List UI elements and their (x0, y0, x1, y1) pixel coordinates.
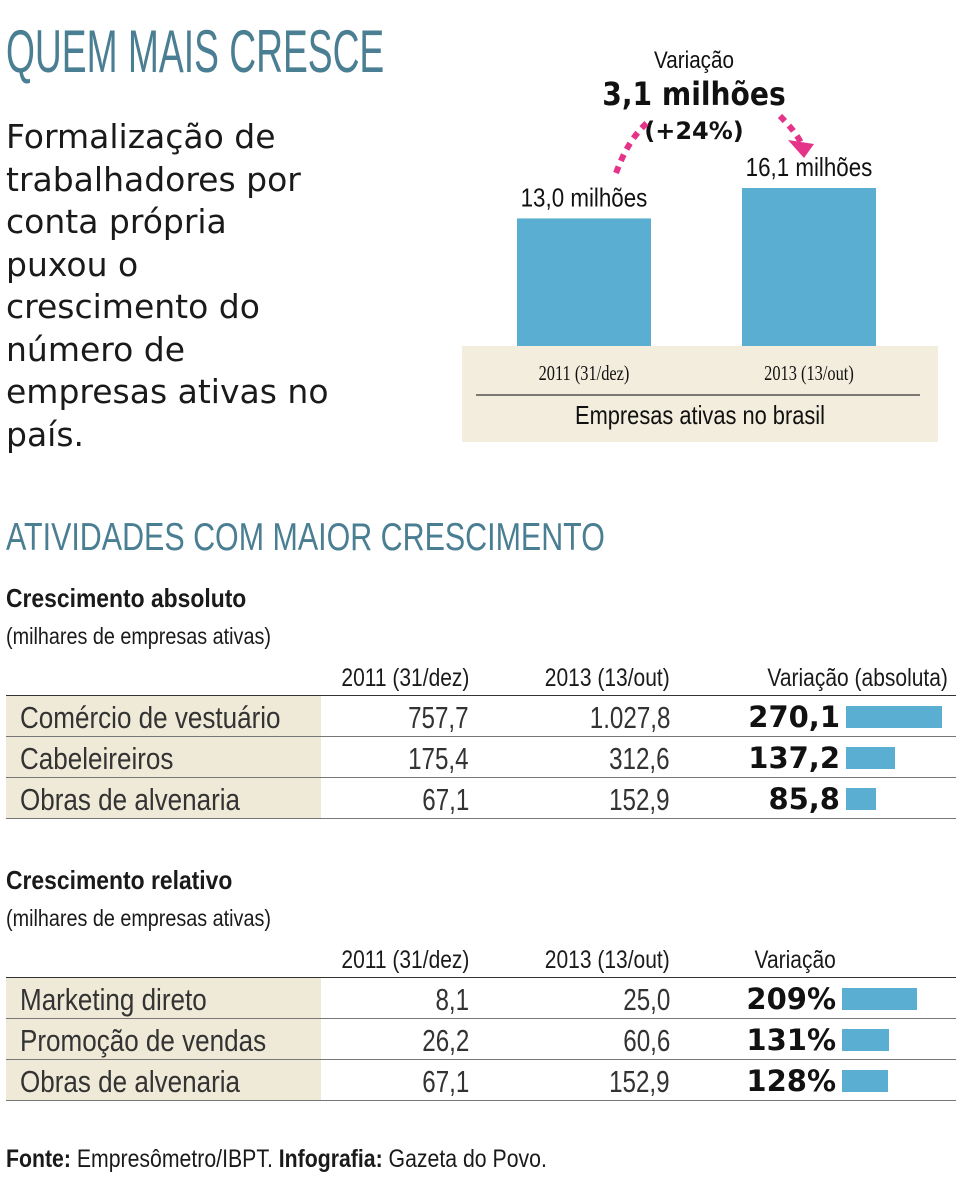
relative-table-row: Obras de alvenaria 67,1 152,9 128% (6, 1060, 956, 1101)
relative-row-label: Obras de alvenaria (20, 1064, 241, 1099)
credit-label: Infografia: (278, 1145, 383, 1173)
chart-axis-label: Empresas ativas no brasil (575, 401, 825, 430)
variation-label: Variação (654, 47, 734, 74)
relative-row-label-background (6, 1019, 321, 1059)
source-line: Fonte: Empresômetro/IBPT. Infografia: Ga… (6, 1145, 547, 1174)
absolute-column-header-1: 2011 (31/dez) (340, 664, 469, 692)
relative-value-2013: 152,9 (609, 1064, 670, 1099)
relative-value-2011: 8,1 (435, 982, 469, 1017)
relative-variation-value: 131% (746, 1023, 836, 1057)
absolute-table-row: Obras de alvenaria 67,1 152,9 85,8 (6, 778, 956, 819)
absolute-row-label: Cabeleireiros (20, 741, 174, 776)
absolute-value-2013: 152,9 (609, 782, 670, 817)
chart-base-panel (462, 346, 938, 442)
absolute-variation-bar (846, 706, 942, 728)
absolute-value-2013: 1.027,8 (589, 700, 670, 735)
absolute-row-label-background (6, 778, 321, 818)
relative-variation-value: 128% (746, 1064, 836, 1098)
relative-row-label-background (6, 1060, 321, 1100)
absolute-table-row: Cabeleireiros 175,4 312,6 137,2 (6, 737, 956, 778)
relative-column-header-1: 2011 (31/dez) (340, 946, 469, 974)
page-title: QUEM MAIS CRESCE (6, 18, 385, 85)
arrow-right-head (788, 140, 814, 158)
variation-percent: (+24%) (644, 117, 744, 145)
absolute-table-row: Comércio de vestuário 757,7 1.027,8 270,1 (6, 696, 956, 737)
top-bar-chart-svg: 13,0 milhões 2011 (31/dez) 16,1 milhões 201… (462, 47, 938, 442)
relative-variation-value: 209% (746, 982, 836, 1016)
bar-2 (742, 188, 876, 346)
credit-text: Gazeta do Povo. (382, 1145, 547, 1173)
absolute-table-subtitle: (milhares de empresas ativas) (6, 623, 271, 649)
bar-value-label-1: 13,0 milhões (521, 184, 648, 213)
relative-growth-table: 2011 (31/dez) 2013 (13/out) Variação Market… (6, 944, 956, 1101)
relative-table-row: Promoção de vendas 26,2 60,6 131% (6, 1019, 956, 1060)
absolute-variation-bar (846, 747, 895, 769)
absolute-variation-value: 137,2 (748, 741, 840, 775)
absolute-row-label: Obras de alvenaria (20, 782, 241, 817)
relative-value-2011: 26,2 (421, 1023, 469, 1058)
relative-table-row: Marketing direto 8,1 25,0 209% (6, 978, 956, 1019)
absolute-table-title: Crescimento absoluto (6, 583, 247, 613)
bar-category-label-1: 2011 (31/dez) (539, 362, 630, 385)
absolute-value-2011: 67,1 (421, 782, 469, 817)
relative-header-rule (6, 976, 956, 978)
absolute-value-2011: 757,7 (408, 700, 469, 735)
relative-value-2013: 60,6 (622, 1023, 670, 1058)
absolute-column-header-3: Variação (absoluta) (767, 664, 948, 692)
absolute-row-label-background (6, 696, 321, 736)
absolute-row-label-background (6, 737, 321, 777)
absolute-column-header-2: 2013 (13/out) (545, 664, 670, 692)
relative-column-header-3: Variação (754, 946, 836, 974)
relative-variation-bar (842, 1029, 889, 1051)
absolute-value-2013: 312,6 (609, 741, 670, 776)
source-label: Fonte: (6, 1145, 71, 1173)
arrow-left-dashed (613, 117, 653, 175)
bar-1 (517, 218, 651, 346)
top-bar-chart: 13,0 milhões 2011 (31/dez) 16,1 milhões 201… (462, 40, 938, 442)
relative-variation-bar (842, 988, 917, 1010)
absolute-value-2011: 175,4 (408, 741, 469, 776)
absolute-variation-bar (846, 788, 877, 810)
bar-value-label-2: 16,1 milhões (746, 153, 873, 182)
relative-row-label: Marketing direto (20, 982, 207, 1017)
absolute-row-label: Comércio de vestuário (20, 700, 281, 735)
section-title: ATIVIDADES COM MAIOR CRESCIMENTO (6, 516, 605, 559)
source-text: Empresômetro/IBPT. (70, 1145, 279, 1173)
lead-text: Formalização de trabalhadores por conta … (6, 117, 329, 454)
relative-row-label-background (6, 978, 321, 1018)
variation-value: 3,1 milhões (602, 76, 785, 113)
absolute-variation-value: 270,1 (748, 700, 840, 734)
absolute-growth-table: 2011 (31/dez) 2013 (13/out) Variação (abso… (6, 662, 956, 819)
arrow-right-dashed (777, 113, 805, 147)
relative-column-header-2: 2013 (13/out) (545, 946, 670, 974)
relative-value-2013: 25,0 (622, 982, 670, 1017)
relative-variation-bar (842, 1070, 888, 1092)
relative-value-2011: 67,1 (421, 1064, 469, 1099)
relative-table-header: 2011 (31/dez) 2013 (13/out) Variação (6, 944, 956, 978)
bar-category-label-2: 2013 (13/out) (764, 362, 854, 385)
relative-table-subtitle: (milhares de empresas ativas) (6, 905, 271, 931)
relative-row-label: Promoção de vendas (20, 1023, 267, 1058)
relative-table-title: Crescimento relativo (6, 865, 233, 895)
absolute-header-rule (6, 694, 956, 696)
absolute-table-header: 2011 (31/dez) 2013 (13/out) Variação (abso… (6, 662, 956, 696)
absolute-variation-value: 85,8 (768, 782, 840, 816)
